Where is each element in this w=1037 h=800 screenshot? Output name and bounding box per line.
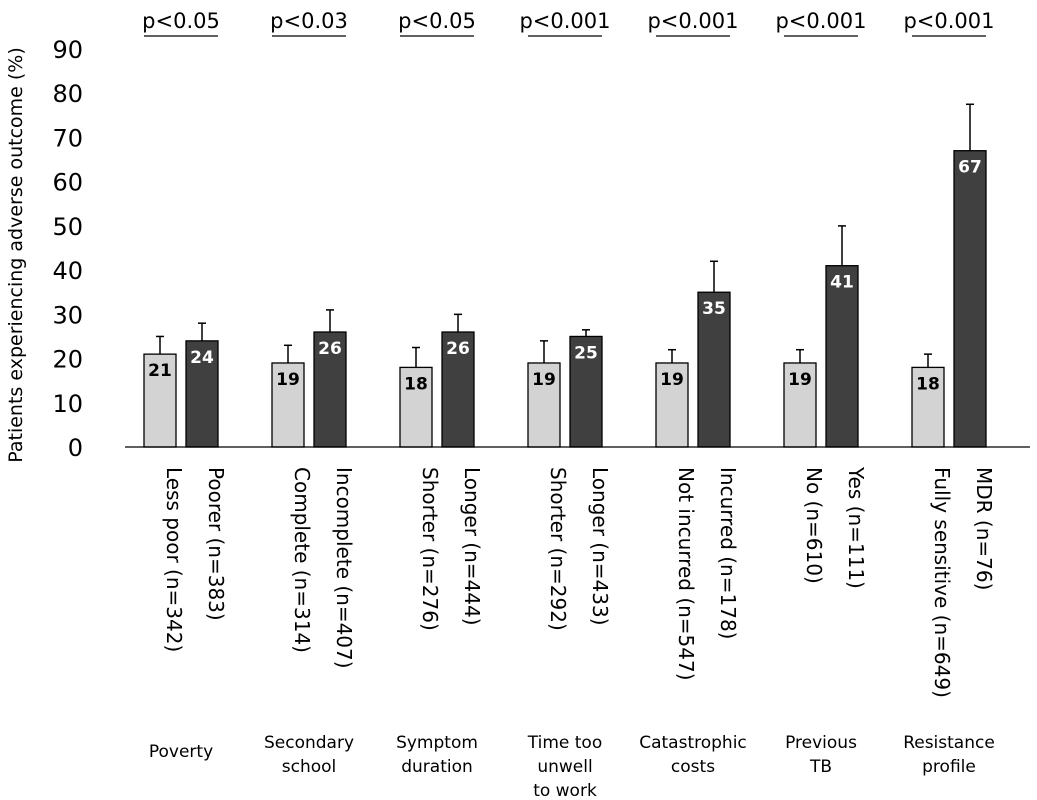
group-label: unwell bbox=[537, 757, 592, 777]
category-label: No (n=610) bbox=[802, 467, 826, 584]
bar-value-label: 19 bbox=[532, 370, 556, 390]
category-label: Incurred (n=178) bbox=[716, 467, 740, 639]
p-value-label: p<0.05 bbox=[142, 9, 220, 33]
bar-value-label: 19 bbox=[276, 370, 300, 390]
group-label: profile bbox=[922, 757, 976, 777]
bar bbox=[143, 353, 177, 448]
bars: p<0.05 21 24 p<0.03 19 26 p<0.05 18 26 p<0.001 19 2… bbox=[142, 9, 995, 448]
p-value-label: p<0.001 bbox=[775, 9, 866, 33]
y-tick-label: 30 bbox=[52, 301, 83, 329]
bar-value-label: 26 bbox=[446, 339, 470, 359]
category-label: Shorter (n=292) bbox=[546, 467, 570, 631]
bar-value-label: 35 bbox=[702, 299, 726, 319]
bar-value-label: 25 bbox=[574, 343, 598, 363]
bar-value-label: 24 bbox=[190, 348, 214, 368]
bar-value-label: 41 bbox=[830, 273, 854, 293]
bar-value-label: 19 bbox=[788, 370, 812, 390]
category-label: Fully sensitive (n=649) bbox=[930, 467, 954, 698]
bar bbox=[569, 335, 603, 448]
category-label: Complete (n=314) bbox=[290, 467, 314, 653]
y-axis-label: Patients experiencing adverse outcome (%… bbox=[5, 47, 27, 463]
bar-value-label: 67 bbox=[958, 158, 982, 178]
category-label: Longer (n=444) bbox=[460, 467, 484, 626]
group-label: duration bbox=[401, 757, 473, 777]
bar-value-label: 18 bbox=[404, 374, 428, 394]
group-label: Resistance bbox=[903, 733, 995, 753]
bar bbox=[953, 150, 987, 448]
group-label: Poverty bbox=[149, 742, 213, 762]
category-label: Yes (n=111) bbox=[844, 466, 868, 589]
group-label: school bbox=[282, 757, 337, 777]
group-label: Symptom bbox=[396, 733, 478, 753]
bar bbox=[271, 362, 305, 448]
category-label: Not incurred (n=547) bbox=[674, 467, 698, 681]
category-label: Incomplete (n=407) bbox=[332, 467, 356, 669]
group-label: Secondary bbox=[264, 733, 354, 753]
y-axis-label-group: Patients experiencing adverse outcome (%… bbox=[5, 47, 27, 463]
group-label: TB bbox=[809, 757, 832, 777]
bar bbox=[825, 265, 859, 448]
y-tick-label: 0 bbox=[68, 434, 83, 462]
y-tick-label: 80 bbox=[52, 80, 83, 108]
bar bbox=[313, 331, 347, 448]
group-label: Time too bbox=[527, 733, 602, 753]
y-tick-label: 70 bbox=[52, 124, 83, 152]
y-tick-label: 20 bbox=[52, 346, 83, 374]
bar-value-label: 26 bbox=[318, 339, 342, 359]
bar-value-label: 18 bbox=[916, 374, 940, 394]
y-tick-label: 40 bbox=[52, 257, 83, 285]
group-label: Previous bbox=[785, 733, 857, 753]
category-label: Longer (n=433) bbox=[588, 467, 612, 626]
bar bbox=[911, 366, 945, 448]
y-tick-label: 60 bbox=[52, 169, 83, 197]
category-label: MDR (n=76) bbox=[972, 467, 996, 590]
bar bbox=[399, 366, 433, 448]
p-value-label: p<0.03 bbox=[270, 9, 348, 33]
bar bbox=[783, 362, 817, 448]
y-axis: 0 10 20 30 40 50 60 70 80 90 bbox=[52, 36, 83, 462]
group-label: Catastrophic bbox=[639, 733, 747, 753]
y-tick-label: 90 bbox=[52, 36, 83, 64]
x-axis: Less poor (n=342) Poorer (n=383) Poverty Co… bbox=[125, 446, 1030, 800]
y-tick-label: 10 bbox=[52, 390, 83, 418]
p-value-label: p<0.001 bbox=[647, 9, 738, 33]
p-value-label: p<0.001 bbox=[903, 9, 994, 33]
category-label: Less poor (n=342) bbox=[162, 467, 186, 652]
category-label: Shorter (n=276) bbox=[418, 467, 442, 631]
group-label: to work bbox=[533, 781, 597, 800]
bar-value-label: 19 bbox=[660, 370, 684, 390]
y-tick-label: 50 bbox=[52, 213, 83, 241]
category-label: Poorer (n=383) bbox=[204, 467, 228, 621]
p-value-label: p<0.001 bbox=[519, 9, 610, 33]
bar-value-label: 21 bbox=[148, 361, 172, 381]
bar bbox=[527, 362, 561, 448]
group-label: costs bbox=[671, 757, 715, 777]
p-value-label: p<0.05 bbox=[398, 9, 476, 33]
bar bbox=[655, 362, 689, 448]
